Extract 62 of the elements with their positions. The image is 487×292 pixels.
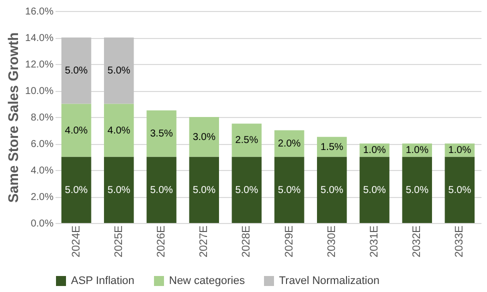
bar — [146, 110, 176, 157]
bar — [232, 124, 262, 157]
bar — [61, 104, 92, 157]
data-label: 1.5% — [320, 142, 344, 153]
bar — [104, 104, 134, 157]
x-tick-label: 2026E — [156, 226, 168, 258]
y-axis-title: Same Store Sales Growth — [5, 32, 22, 203]
x-tick-label: 2028E — [240, 226, 253, 258]
data-label: 5.0% — [64, 184, 88, 196]
y-tick-label: 2.0% — [30, 192, 54, 203]
data-label: 2.0% — [278, 138, 301, 150]
y-tick-label: 14.0% — [25, 33, 54, 44]
legend-label: New categories — [169, 275, 246, 287]
x-tick-label: 2031E — [368, 226, 380, 258]
data-label: 3.5% — [150, 128, 174, 140]
bar — [232, 156, 262, 223]
data-label: 5.0% — [363, 184, 386, 196]
bar — [316, 156, 347, 223]
y-tick-label: 0.0% — [30, 218, 54, 230]
data-label: 5.0% — [108, 184, 130, 196]
bar — [61, 156, 92, 223]
data-label: 5.0% — [150, 184, 174, 196]
y-tick-label: 8.0% — [30, 112, 54, 124]
data-label: 1.0% — [406, 145, 429, 156]
data-label: 5.0% — [278, 184, 301, 196]
data-label: 4.0% — [64, 125, 88, 136]
y-tick-label: 10.0% — [25, 86, 54, 97]
bar — [104, 156, 134, 223]
bar — [360, 156, 390, 223]
data-label: 5.0% — [235, 184, 258, 196]
legend-label: ASP Inflation — [71, 275, 134, 287]
y-tick-label: 6.0% — [30, 139, 54, 150]
y-tick-label: 4.0% — [30, 166, 54, 176]
y-tick-label: 16.0% — [25, 6, 54, 18]
data-label: 1.0% — [448, 145, 472, 156]
x-tick-label: 2029E — [283, 226, 296, 258]
legend-label: Travel Normalization — [279, 275, 380, 287]
y-tick-label: 12.0% — [25, 60, 54, 70]
data-label: 1.0% — [363, 145, 386, 156]
x-tick-label: 2032E — [411, 226, 424, 258]
data-label: 5.0% — [64, 66, 88, 77]
data-label: 5.0% — [448, 184, 472, 196]
bar — [104, 38, 134, 104]
x-tick-label: 2033E — [454, 226, 466, 258]
data-label: 5.0% — [108, 66, 130, 77]
bar — [402, 156, 432, 223]
data-label: 2.5% — [235, 135, 258, 146]
x-tick-label: 2030E — [326, 226, 338, 258]
bar — [61, 38, 92, 104]
x-tick-label: 2025E — [112, 226, 125, 258]
data-label: 5.0% — [406, 184, 429, 196]
data-label: 4.0% — [108, 125, 130, 136]
x-tick-label: 2027E — [198, 226, 210, 258]
x-tick-label: 2024E — [70, 226, 82, 258]
data-label: 5.0% — [320, 184, 344, 196]
data-label: 3.0% — [192, 132, 216, 143]
bar — [274, 156, 304, 223]
data-label: 5.0% — [192, 184, 216, 196]
bar — [444, 156, 475, 223]
bar — [189, 156, 220, 223]
bar — [146, 156, 176, 223]
bar — [189, 117, 220, 157]
